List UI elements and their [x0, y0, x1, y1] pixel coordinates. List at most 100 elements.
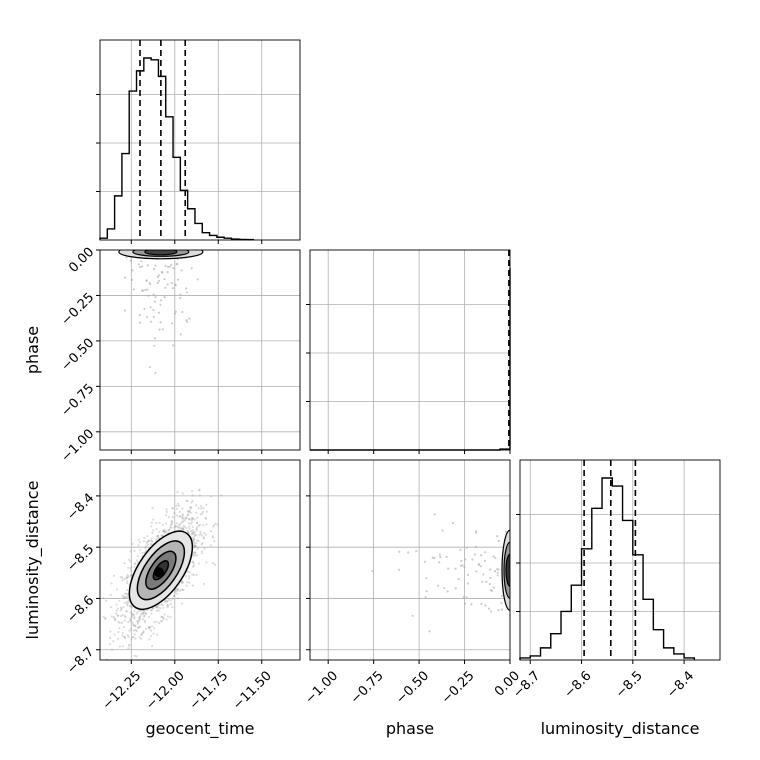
scatter-point: [139, 265, 142, 269]
scatter-point: [465, 596, 468, 599]
scatter-point: [168, 529, 171, 532]
scatter-point: [186, 581, 189, 584]
scatter-point: [189, 506, 192, 509]
scatter-point: [121, 634, 124, 637]
scatter-point: [181, 527, 184, 530]
scatter-point: [184, 517, 187, 520]
scatter-point: [428, 630, 431, 633]
scatter-point: [121, 579, 124, 582]
scatter-point: [169, 603, 172, 606]
scatter-point: [132, 614, 135, 617]
scatter-point: [156, 535, 159, 538]
scatter-point: [126, 588, 129, 592]
x-axis-title: phase: [386, 719, 434, 738]
scatter-point: [159, 303, 162, 306]
scatter-point: [137, 263, 140, 266]
scatter-point: [193, 518, 196, 521]
scatter-point: [185, 516, 188, 520]
scatter-point: [202, 506, 205, 510]
scatter-point: [104, 617, 107, 620]
scatter-point: [187, 577, 190, 580]
scatter-point: [191, 499, 194, 502]
scatter-point: [110, 582, 113, 585]
histogram-geocent_time: [99, 57, 255, 241]
scatter-point: [176, 502, 180, 505]
scatter-point: [114, 612, 118, 615]
scatter-point: [164, 522, 168, 525]
scatter-point: [195, 529, 199, 532]
scatter-point: [163, 530, 166, 533]
scatter-point: [190, 521, 193, 524]
scatter-point: [121, 645, 124, 648]
scatter-point: [147, 294, 150, 297]
scatter-point: [114, 618, 117, 621]
scatter-point: [127, 601, 130, 605]
scatter-point: [145, 541, 148, 544]
scatter-point: [193, 562, 196, 565]
scatter-point: [169, 526, 172, 530]
scatter-point: [150, 612, 153, 615]
scatter-point: [148, 539, 151, 542]
scatter-point: [161, 328, 164, 331]
scatter-point: [149, 542, 152, 546]
scatter-point: [180, 588, 183, 591]
scatter-point: [202, 524, 205, 527]
scatter-point: [181, 514, 185, 517]
scatter-point: [489, 610, 493, 613]
scatter-point: [198, 523, 202, 527]
scatter-point: [162, 606, 165, 610]
scatter-point: [149, 306, 152, 309]
scatter-point: [473, 553, 476, 556]
scatter-point: [126, 634, 129, 637]
scatter-point: [129, 627, 132, 631]
scatter-point: [181, 310, 184, 314]
scatter-point: [464, 602, 467, 605]
scatter-point: [170, 520, 173, 523]
scatter-point: [148, 627, 151, 630]
scatter-point: [187, 510, 190, 513]
scatter-point: [190, 517, 193, 520]
scatter-point: [177, 504, 181, 507]
scatter-point: [125, 603, 128, 606]
scatter-point: [175, 504, 178, 507]
scatter-point: [132, 636, 135, 639]
scatter-point: [186, 510, 189, 513]
scatter-point: [126, 593, 129, 596]
scatter-point: [118, 621, 121, 624]
scatter-point: [188, 575, 191, 578]
scatter-point: [117, 614, 120, 617]
scatter-point: [494, 556, 497, 560]
scatter-point: [176, 589, 179, 593]
scatter-point: [138, 321, 141, 324]
y-tick-label: −0.75: [59, 381, 98, 420]
scatter-point: [209, 530, 213, 533]
scatter-point: [174, 524, 177, 527]
scatter-point: [163, 296, 166, 299]
scatter-point: [186, 513, 190, 517]
scatter-point: [133, 616, 136, 619]
scatter-point: [212, 525, 215, 528]
scatter-point: [492, 586, 495, 589]
scatter-point: [142, 609, 145, 613]
scatter-point: [151, 607, 154, 610]
scatter-point: [166, 599, 169, 602]
scatter-point: [181, 602, 184, 605]
x-tick-label: −0.25: [439, 668, 478, 707]
scatter-point: [475, 570, 478, 573]
scatter-point: [165, 529, 168, 532]
scatter-point: [199, 532, 202, 535]
scatter-point: [183, 525, 186, 528]
x-tick-label: −8.5: [613, 668, 646, 701]
scatter-point: [127, 566, 130, 569]
scatter-point: [171, 322, 174, 325]
scatter-point: [153, 621, 156, 624]
scatter-point: [142, 615, 146, 618]
x-tick-label: −11.50: [230, 668, 275, 713]
scatter-point: [181, 517, 184, 520]
scatter-point: [182, 528, 185, 531]
scatter-point: [126, 576, 129, 579]
scatter-point: [188, 581, 191, 584]
scatter-point: [471, 558, 474, 561]
scatter-point: [488, 583, 491, 586]
scatter-point: [151, 531, 154, 535]
